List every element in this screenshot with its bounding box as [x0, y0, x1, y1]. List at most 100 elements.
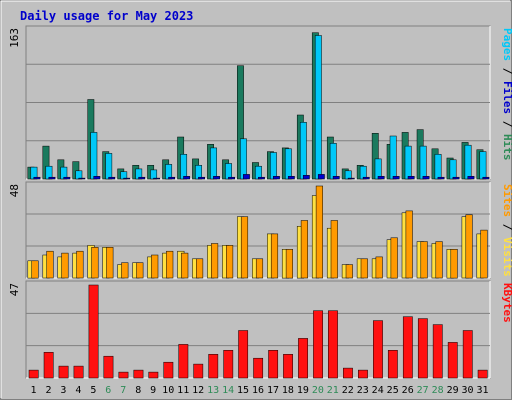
kbytes-legend-label: KBytes	[501, 283, 512, 323]
kbytes-bar-kbytes	[148, 371, 159, 379]
hits-bar-pages	[407, 176, 415, 180]
hits-bar-pages	[78, 177, 86, 180]
kbytes-bar-kbytes	[417, 318, 428, 379]
hits-legend-segment: /	[501, 114, 512, 134]
hits-legend-segment: Files	[501, 81, 512, 114]
hits-bar-pages	[153, 177, 161, 180]
visits-bar-sites	[196, 258, 204, 279]
hits-bar-pages	[467, 176, 475, 180]
hits-bar-files	[419, 145, 427, 180]
hits-bar-pages	[63, 176, 71, 180]
kbytes-bar-kbytes	[238, 330, 249, 379]
visits-bar-sites	[420, 241, 428, 279]
hits-bar-files	[404, 145, 412, 180]
hits-bar-files	[240, 138, 247, 180]
visits-bar-sites	[151, 254, 159, 279]
hits-bar-pages	[258, 176, 265, 180]
kbytes-bar-kbytes	[43, 352, 54, 379]
hits-bar-files	[180, 154, 188, 180]
hits-bar-files	[374, 158, 382, 180]
day-label: 26	[402, 385, 414, 396]
hits-bar-pages	[317, 174, 325, 180]
hits-ymax-label: 163	[8, 28, 21, 48]
day-label: 27	[417, 385, 429, 396]
hits-bar-pages	[93, 176, 101, 180]
day-label: 9	[150, 385, 156, 396]
hits-bar-pages	[332, 176, 340, 180]
day-label: 6	[105, 385, 111, 396]
visits-legend-segment: Sites	[501, 184, 512, 217]
day-label: 3	[60, 385, 66, 396]
day-label: 31	[476, 385, 488, 396]
panel-visits: 48 Sites / Visits	[8, 181, 512, 279]
hits-bar-pages	[287, 176, 295, 180]
kbytes-bar-kbytes	[432, 324, 443, 379]
day-label: 13	[207, 385, 219, 396]
hits-bar-files	[479, 151, 487, 180]
hits-bar-files	[270, 152, 277, 180]
kbytes-bar-kbytes	[313, 310, 323, 379]
panel-hits: 163 Pages / Files / Hits	[8, 25, 512, 180]
hits-bar-pages	[377, 176, 385, 180]
hits-bar-pages	[183, 176, 191, 180]
hits-bar-files	[449, 159, 457, 180]
hits-bar-pages	[422, 176, 430, 180]
kbytes-bar-kbytes	[88, 284, 99, 379]
visits-bar-sites	[226, 245, 234, 279]
visits-bar-sites	[166, 250, 174, 279]
kbytes-bar-kbytes	[268, 350, 279, 379]
hits-bar-pages	[347, 177, 355, 180]
day-label: 12	[192, 385, 204, 396]
kbytes-bar-kbytes	[358, 369, 368, 379]
hits-bar-files	[464, 144, 472, 180]
hits-bar-pages	[48, 176, 56, 180]
hits-bar-pages	[362, 176, 370, 180]
kbytes-bar-kbytes	[387, 350, 398, 379]
day-label: 19	[297, 385, 309, 396]
visits-legend-label: Sites / Visits	[501, 184, 512, 277]
chart-title: Daily usage for May 2023	[20, 9, 193, 23]
visits-bar-sites	[405, 210, 413, 279]
day-label: 5	[90, 385, 96, 396]
visits-bar-sites	[121, 262, 129, 279]
kbytes-bar-kbytes	[328, 310, 338, 379]
hits-bar-files	[284, 148, 292, 180]
day-label: 25	[387, 385, 399, 396]
hits-bar-pages	[302, 175, 310, 180]
hits-bar-pages	[228, 176, 235, 180]
day-label: 7	[120, 385, 126, 396]
day-label: 28	[432, 385, 444, 396]
visits-bar-sites	[46, 250, 54, 279]
kbytes-bar-kbytes	[223, 350, 234, 379]
kbytes-bar-kbytes	[298, 338, 308, 379]
visits-bar-sites	[390, 237, 398, 279]
kbytes-bar-kbytes	[163, 361, 174, 379]
visits-bar-sites	[181, 252, 189, 279]
hits-bar-files	[150, 169, 158, 180]
day-label: 20	[312, 385, 324, 396]
kbytes-bar-kbytes	[477, 369, 488, 379]
visits-legend-segment: /	[501, 217, 512, 237]
visits-bar-sites	[345, 264, 353, 279]
visits-bar-sites	[465, 214, 473, 279]
day-label: 21	[327, 385, 339, 396]
kbytes-bar-kbytes	[447, 342, 458, 379]
hits-legend-label: Pages / Files / Hits	[501, 28, 512, 161]
hits-legend-segment: Hits	[501, 134, 512, 161]
kbytes-bar-kbytes	[118, 371, 129, 379]
kbytes-bar-kbytes	[462, 330, 473, 379]
visits-bar-sites	[360, 258, 368, 279]
hits-bar-files	[225, 163, 232, 180]
hits-bar-pages	[138, 176, 146, 180]
kbytes-bar-kbytes	[402, 316, 413, 379]
visits-bar-sites	[91, 247, 99, 279]
hits-bar-files	[165, 164, 173, 180]
day-label: 2	[45, 385, 51, 396]
hits-bar-files	[75, 170, 83, 180]
day-label: 30	[461, 385, 473, 396]
kbytes-bar-kbytes	[103, 355, 114, 379]
visits-legend-segment: Visits	[501, 237, 512, 277]
visits-bar-sites	[300, 220, 308, 279]
